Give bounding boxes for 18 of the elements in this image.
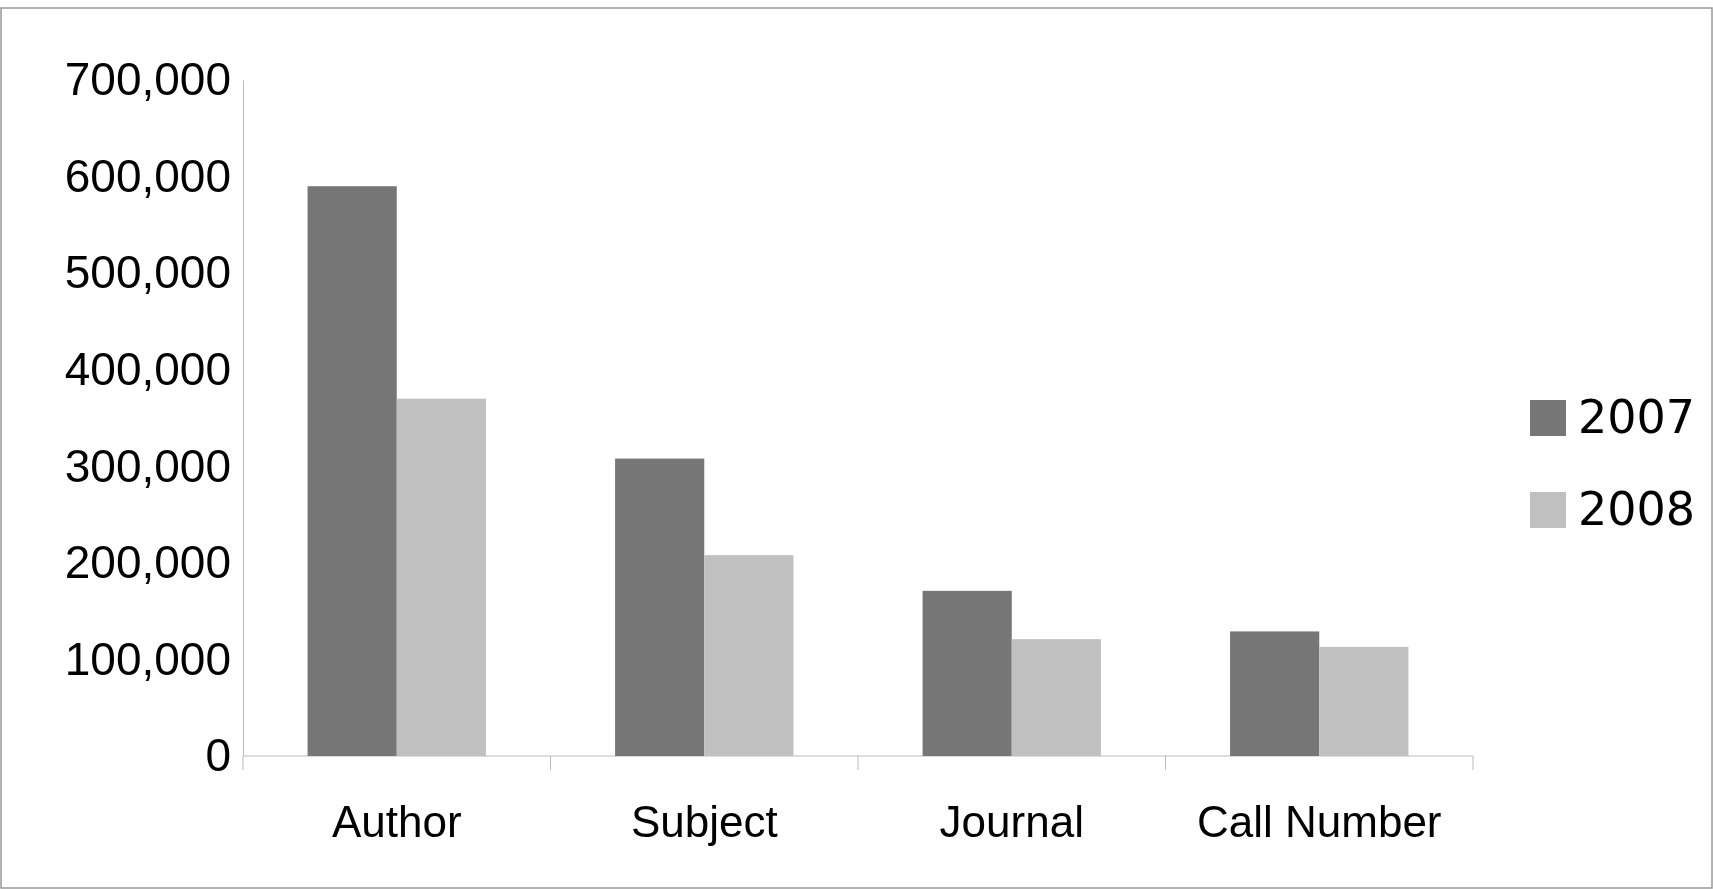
legend-label: 2008 [1578,482,1696,536]
x-tick-label: Journal [939,797,1084,847]
x-tick-label: Call Number [1196,797,1442,847]
bar [922,590,1012,756]
y-tick-label: 500,000 [64,246,231,299]
y-tick-label: 100,000 [64,632,231,685]
x-tick-label: Author [331,797,462,847]
x-tick-label: Subject [630,797,778,847]
y-tick-label: 0 [205,729,231,782]
bar [307,186,397,756]
y-tick-label: 300,000 [64,439,231,492]
y-tick-label: 200,000 [64,536,231,589]
y-tick-label: 600,000 [64,149,231,202]
legend-label: 2007 [1578,390,1696,444]
bar [615,458,705,756]
bar [1230,631,1320,756]
y-tick-label: 400,000 [64,342,231,395]
y-tick-label: 700,000 [64,53,231,106]
